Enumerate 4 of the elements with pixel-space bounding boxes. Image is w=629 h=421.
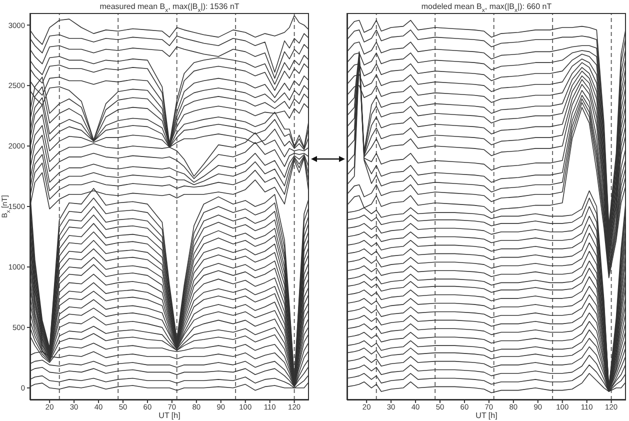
x-axis-title: UT [h] [158,411,180,420]
x-axis-title: UT [h] [476,411,498,420]
chart-title: measured mean B$_{x}$, max(|B$_{x}$|): 1536 nT [100,2,240,14]
chart-title: modeled mean B$_{x}$, max(|B$_{x}$|): 660 nT [421,2,552,14]
